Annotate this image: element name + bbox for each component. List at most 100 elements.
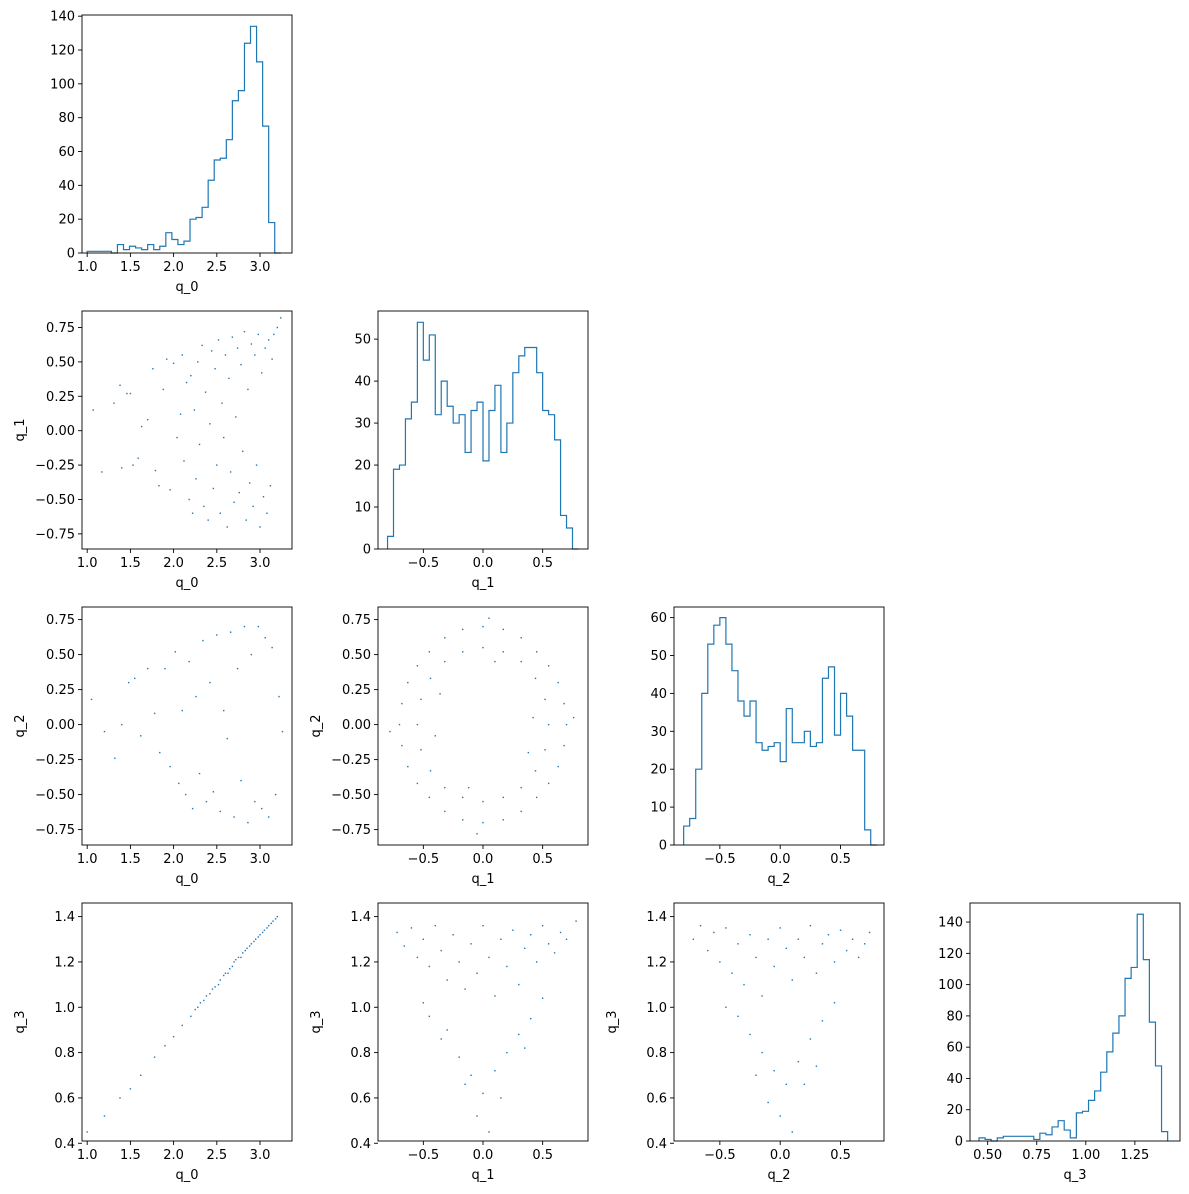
- scatter-point: [219, 979, 221, 981]
- scatter-point: [458, 1056, 460, 1058]
- scatter-point: [494, 995, 496, 997]
- scatter-point: [797, 1060, 800, 1063]
- scatter-point: [524, 1047, 526, 1049]
- scatter-point: [482, 625, 484, 628]
- scatter-point: [833, 1002, 836, 1004]
- scatter-point: [259, 934, 261, 936]
- scatter-point: [223, 709, 225, 712]
- scatter-point: [767, 1101, 769, 1104]
- x-tick-label: 2.0: [163, 852, 184, 867]
- scatter-point: [210, 350, 213, 352]
- scatter-point: [821, 1020, 824, 1022]
- scatter-point: [274, 918, 277, 920]
- scatter-point: [233, 961, 235, 963]
- scatter-point: [407, 681, 409, 684]
- scatter-point: [553, 952, 556, 954]
- y-tick-label: 1.2: [54, 955, 75, 970]
- scatter-point: [809, 924, 812, 927]
- scatter-point: [444, 810, 446, 813]
- scatter-point: [243, 625, 246, 628]
- scatter-point: [815, 972, 818, 974]
- scatter-point: [195, 478, 197, 480]
- scatter-point: [226, 526, 228, 528]
- scatter-point: [488, 617, 490, 619]
- scatter-point: [462, 819, 464, 821]
- y-tick-label: 1.0: [350, 1001, 371, 1016]
- x-tick-label: 0.5: [830, 1148, 851, 1163]
- x-tick-label: 0.0: [770, 852, 791, 867]
- y-tick-label: 30: [650, 725, 667, 740]
- y-tick-label: 40: [650, 687, 667, 702]
- scatter-point: [205, 800, 208, 803]
- scatter-point: [248, 482, 251, 484]
- y-tick-label: 0.4: [646, 1137, 667, 1152]
- scatter-point: [535, 796, 538, 799]
- histogram-step-line: [86, 25, 281, 254]
- scatter-point: [422, 938, 425, 940]
- scatter-point: [821, 943, 824, 945]
- y-tick-label: 0.75: [342, 613, 371, 628]
- y-tick-label: 1.2: [350, 955, 371, 970]
- scatter-point: [237, 956, 240, 959]
- scatter-point: [278, 695, 280, 698]
- scatter-point: [140, 1074, 142, 1076]
- scatter-point: [211, 988, 214, 990]
- x-tick-label: 1.0: [77, 1148, 98, 1163]
- scatter-point: [219, 810, 221, 813]
- scatter-point: [506, 965, 508, 968]
- scatter-point: [737, 943, 739, 945]
- y-tick-label: 0.6: [54, 1091, 75, 1106]
- scatter-point: [224, 354, 227, 356]
- y-tick-label: 0: [659, 839, 667, 854]
- scatter-point: [223, 974, 225, 977]
- scatter-point: [242, 450, 244, 453]
- x-axis-label: q_2: [767, 1168, 790, 1183]
- scatter-point: [154, 469, 157, 472]
- scatter-point: [512, 929, 514, 931]
- scatter-point: [195, 695, 197, 698]
- x-tick-label: 1.0: [77, 852, 98, 867]
- x-tick-label: −0.5: [408, 556, 440, 571]
- scatter-point: [172, 1036, 175, 1038]
- panel-hist-q2: −0.5 0.0 0.5 0 10 20 30 40 50 60 q_2: [650, 606, 885, 887]
- scatter-point: [217, 983, 220, 986]
- scatter-point: [572, 716, 575, 719]
- scatter-point: [428, 1015, 431, 1018]
- scatter-point: [544, 749, 546, 751]
- y-tick-label: 20: [946, 1103, 963, 1118]
- y-tick-label: −0.25: [331, 753, 371, 768]
- scatter-point: [544, 698, 546, 701]
- scatter-point: [731, 972, 733, 974]
- y-tick-label: 0.25: [46, 390, 75, 405]
- scatter-point: [520, 810, 522, 813]
- scatter-point: [264, 347, 266, 349]
- panel-scatter-q2-q3: −0.5 0.0 0.5 0.4 0.6 0.8 1.0 1.2 1.4 q_2 q_3: [605, 902, 885, 1183]
- scatter-point: [476, 1115, 478, 1117]
- scatter-point: [749, 1033, 751, 1036]
- scatter-point: [281, 730, 284, 733]
- scatter-point: [254, 800, 256, 803]
- scatter-point: [410, 927, 413, 929]
- x-tick-label: 0.5: [532, 1148, 553, 1163]
- scatter-point: [444, 660, 446, 663]
- scatter-point: [791, 1131, 793, 1133]
- scatter-point: [464, 1083, 466, 1086]
- y-tick-label: 1.0: [54, 1001, 75, 1016]
- scatter-point: [129, 392, 132, 395]
- scatter-point: [416, 782, 419, 785]
- scatter-point: [547, 665, 550, 667]
- scatter-point: [707, 949, 709, 952]
- scatter-point: [267, 339, 270, 341]
- scatter-point: [221, 402, 223, 404]
- scatter-point: [217, 339, 220, 341]
- scatter-point: [692, 938, 695, 940]
- scatter-point: [267, 816, 270, 818]
- y-tick-label: −0.50: [331, 788, 371, 803]
- scatter-point: [252, 505, 254, 508]
- scatter-point: [547, 782, 550, 785]
- y-tick-label: 10: [354, 501, 371, 516]
- scatter-point: [428, 796, 431, 799]
- scatter-point: [272, 920, 274, 922]
- scatter-point: [250, 653, 253, 656]
